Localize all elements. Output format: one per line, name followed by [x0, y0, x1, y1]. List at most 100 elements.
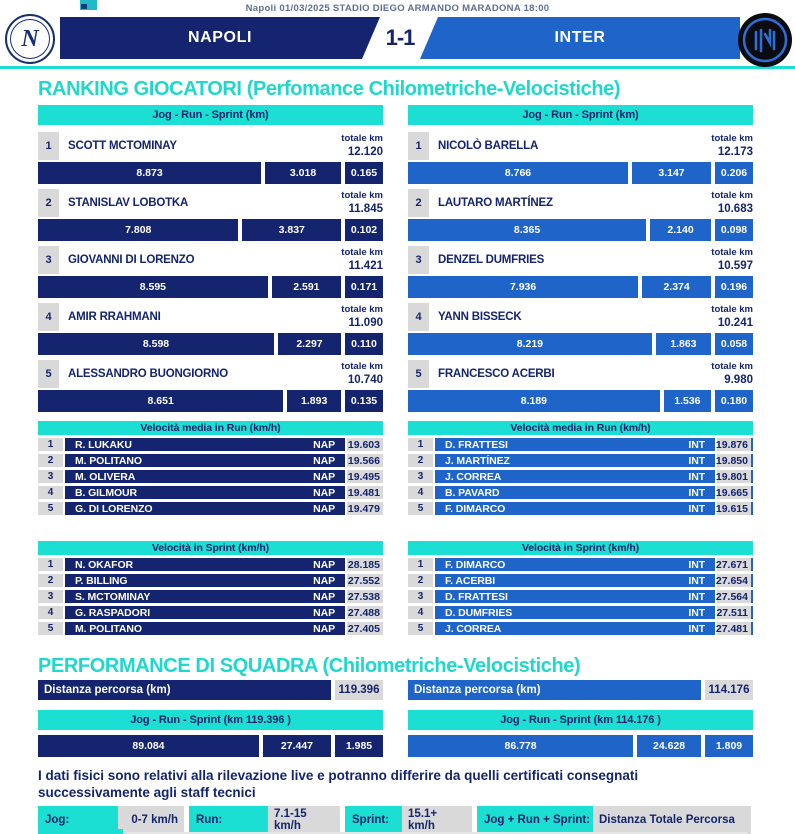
speed-table-row: 4 G. RASPADORI NAP 27.488	[38, 606, 383, 619]
speed-value: 19.479	[347, 502, 383, 515]
speed-player-name: J. CORREA	[445, 470, 502, 483]
player-name: GIOVANNI DI LORENZO	[68, 254, 195, 266]
speed-rank: 3	[408, 590, 433, 603]
run-speed-title-napoli: Velocità media in Run (km/h)	[38, 421, 383, 435]
speed-team-abbr: INT	[688, 470, 705, 483]
jog-bar: 7.936	[408, 276, 639, 298]
speed-rank: 5	[408, 622, 433, 635]
speed-rank: 2	[408, 454, 433, 467]
speed-player-name: G. DI LORENZO	[75, 502, 153, 515]
speed-table-row: 5 J. CORREA INT 27.481	[408, 622, 753, 635]
sprint-bar: 0.058	[715, 333, 753, 355]
player-bar-group: 8.873 3.018 0.165	[38, 162, 383, 184]
sprint-bar: 0.196	[715, 276, 753, 298]
player-bar-group: 8.766 3.147 0.206	[408, 162, 753, 184]
player-bar-group: 8.595 2.591 0.171	[38, 276, 383, 298]
speed-value: 19.876	[716, 438, 753, 451]
napoli-crest-letter: N	[21, 25, 39, 52]
speed-team-abbr: INT	[688, 486, 705, 499]
totale-km-label: totale km	[711, 246, 753, 258]
speed-value: 27.564	[716, 590, 753, 603]
player-entry: 4 AMIR RRAHMANI totale km 11.090 8.598 2…	[38, 303, 383, 355]
speed-team-abbr: INT	[688, 590, 705, 603]
speed-table-row: 3 J. CORREA INT 19.801	[408, 470, 753, 483]
speed-rank: 4	[408, 606, 433, 619]
distance-row-inter: Distanza percorsa (km) 114.176	[408, 680, 753, 700]
speed-table-row: 4 B. PAVARD INT 19.665	[408, 486, 753, 499]
speed-team-abbr: NAP	[313, 606, 335, 619]
sprint-bar: 1.985	[335, 735, 383, 757]
player-rank: 2	[38, 189, 59, 217]
team-bar-group-inter: 86.778 24.628 1.809	[408, 735, 753, 757]
speed-table-row: 2 P. BILLING NAP 27.552	[38, 574, 383, 587]
distance-label-napoli: Distanza percorsa (km)	[38, 680, 331, 700]
ranking-title: RANKING GIOCATORI (Perfomance Chilometri…	[38, 78, 621, 100]
speed-player-name: M. OLIVERA	[75, 470, 136, 483]
run-bar: 2.140	[650, 219, 711, 241]
home-team-name: NAPOLI	[60, 17, 380, 59]
player-rank: 4	[408, 303, 429, 331]
speed-rank: 4	[38, 486, 63, 499]
totale-km-label: totale km	[711, 189, 753, 201]
totale-km-label: totale km	[711, 360, 753, 372]
speed-team-abbr: INT	[688, 622, 705, 635]
player-entry: 3 DENZEL DUMFRIES totale km 10.597 7.936…	[408, 246, 753, 298]
match-score: 1-1	[385, 25, 416, 50]
player-name: SCOTT MCTOMINAY	[68, 140, 177, 152]
legend-value: 15.1+ km/h	[402, 806, 472, 834]
speed-rank: 1	[38, 558, 63, 571]
speed-value: 27.405	[347, 622, 383, 635]
totale-km-value: 11.845	[348, 202, 383, 215]
ranking-header-napoli: Jog - Run - Sprint (km)	[38, 105, 383, 125]
speed-player-name: J. CORREA	[445, 622, 502, 635]
distance-label-inter: Distanza percorsa (km)	[408, 680, 701, 700]
speed-team-abbr: NAP	[313, 574, 335, 587]
player-name: AMIR RRAHMANI	[68, 311, 161, 323]
sprint-bar: 0.110	[345, 333, 383, 355]
speed-team-abbr: NAP	[313, 438, 335, 451]
speed-table-row: 4 D. DUMFRIES INT 27.511	[408, 606, 753, 619]
legend-item: Run: 7.1-15 km/h	[189, 806, 340, 834]
player-name: FRANCESCO ACERBI	[438, 368, 555, 380]
run-bar: 3.837	[242, 219, 341, 241]
legend-value: Distanza Totale Percorsa	[593, 806, 751, 834]
speed-rank: 1	[408, 558, 433, 571]
player-rank: 5	[408, 360, 429, 388]
player-entry: 5 FRANCESCO ACERBI totale km 9.980 8.189…	[408, 360, 753, 412]
totale-km-label: totale km	[341, 246, 383, 258]
player-name: ALESSANDRO BUONGIORNO	[68, 368, 229, 380]
totale-km-value: 9.980	[724, 373, 753, 386]
speed-player-name: D. FRATTESI	[445, 590, 508, 603]
sprint-speed-title-inter: Velocità in Sprint (km/h)	[408, 541, 753, 555]
speed-value: 27.481	[716, 622, 753, 635]
totale-km-label: totale km	[341, 303, 383, 315]
speed-team-abbr: NAP	[313, 558, 335, 571]
cutoff-legend-strip	[127, 832, 747, 834]
jog-bar: 8.365	[408, 219, 647, 241]
match-context-bar: Napoli 01/03/2025 STADIO DIEGO ARMANDO M…	[0, 0, 795, 14]
match-context-text: Napoli 01/03/2025 STADIO DIEGO ARMANDO M…	[245, 3, 550, 14]
sprint-speed-title-napoli: Velocità in Sprint (km/h)	[38, 541, 383, 555]
speed-player-name: R. LUKAKU	[75, 438, 132, 451]
player-name: DENZEL DUMFRIES	[438, 254, 545, 266]
speed-player-name: J. MARTÍNEZ	[445, 454, 510, 467]
player-rank: 5	[38, 360, 59, 388]
sprint-bar: 1.809	[705, 735, 753, 757]
speed-table-row: 4 B. GILMOUR NAP 19.481	[38, 486, 383, 499]
speed-team-abbr: NAP	[313, 502, 335, 515]
speed-rank: 1	[408, 438, 433, 451]
speed-value: 27.488	[347, 606, 383, 619]
sprint-speed-tables: Velocità in Sprint (km/h) 1 N. OKAFOR NA…	[38, 541, 753, 638]
legend-item: Jog + Run + Sprint: Distanza Totale Perc…	[477, 806, 751, 834]
player-entry: 2 LAUTARO MARTÍNEZ totale km 10.683 8.36…	[408, 189, 753, 241]
speed-table-row: 1 R. LUKAKU NAP 19.603	[38, 438, 383, 451]
sprint-bar: 0.171	[345, 276, 383, 298]
speed-team-abbr: INT	[688, 606, 705, 619]
jog-bar: 8.766	[408, 162, 629, 184]
distance-rows: Distanza percorsa (km) 119.396 Distanza …	[38, 680, 753, 700]
sprint-bar: 0.165	[345, 162, 383, 184]
speed-team-abbr: NAP	[313, 590, 335, 603]
jog-bar: 8.873	[38, 162, 262, 184]
legend-item: Sprint: 15.1+ km/h	[345, 806, 472, 834]
run-bar: 1.893	[287, 390, 341, 412]
